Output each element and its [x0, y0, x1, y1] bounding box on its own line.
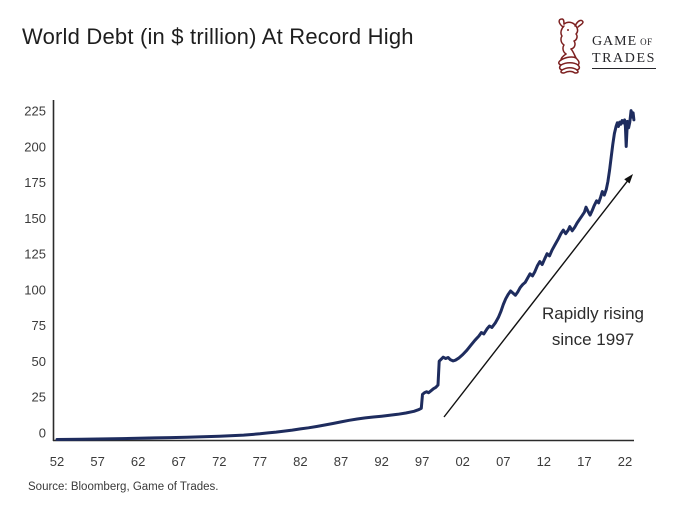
y-tick-label: 75 [32, 318, 46, 333]
x-tick-label: 52 [50, 454, 64, 469]
trend-arrow-shaft [443, 178, 630, 418]
game-of-trades-logo: GAME OF TRADES [554, 17, 656, 75]
y-tick-label: 50 [32, 354, 46, 369]
trend-arrow-head [624, 174, 633, 184]
source-note: Source: Bloomberg, Game of Trades. [28, 481, 219, 493]
debt-data-line [55, 109, 636, 441]
x-axis-tick-labels: 52 57 62 67 72 77 82 87 92 97 02 07 12 17 22 [50, 454, 632, 469]
logo-line-trades: TRADES [591, 51, 656, 70]
y-tick-label: 0 [39, 426, 46, 441]
page-title: World Debt (in $ trillion) At Record Hig… [22, 24, 414, 49]
y-tick-label: 150 [24, 211, 46, 226]
x-tick-label: 22 [618, 454, 632, 469]
x-tick-label: 92 [374, 454, 388, 469]
bull-knight-chess-piece-icon [557, 18, 584, 74]
x-tick-label: 87 [334, 454, 348, 469]
x-tick-label: 77 [253, 454, 267, 469]
x-tick-label: 57 [90, 454, 104, 469]
x-tick-label: 07 [496, 454, 510, 469]
logo-line-game-of: GAME OF [591, 33, 653, 49]
y-tick-label: 125 [24, 247, 46, 262]
y-tick-label: 25 [32, 390, 46, 405]
x-tick-label: 72 [212, 454, 226, 469]
y-tick-label: 200 [24, 139, 46, 154]
y-tick-label: 175 [24, 175, 46, 190]
y-tick-label: 100 [24, 282, 46, 297]
x-tick-label: 67 [171, 454, 185, 469]
x-tick-label: 17 [577, 454, 591, 469]
annotation-rapidly-rising: Rapidly rising since 1997 [512, 301, 674, 353]
y-tick-label: 225 [24, 104, 46, 119]
x-tick-label: 62 [131, 454, 145, 469]
x-tick-label: 02 [455, 454, 469, 469]
x-tick-label: 97 [415, 454, 429, 469]
annotation-line-2: since 1997 [551, 330, 635, 349]
trend-arrow [443, 174, 633, 418]
x-tick-label: 12 [537, 454, 551, 469]
logo-wordmark: GAME OF TRADES [591, 23, 656, 70]
y-axis-tick-labels: 0 25 50 75 100 125 150 175 200 225 [24, 104, 46, 441]
x-tick-label: 82 [293, 454, 307, 469]
annotation-line-1: Rapidly rising [541, 304, 645, 323]
